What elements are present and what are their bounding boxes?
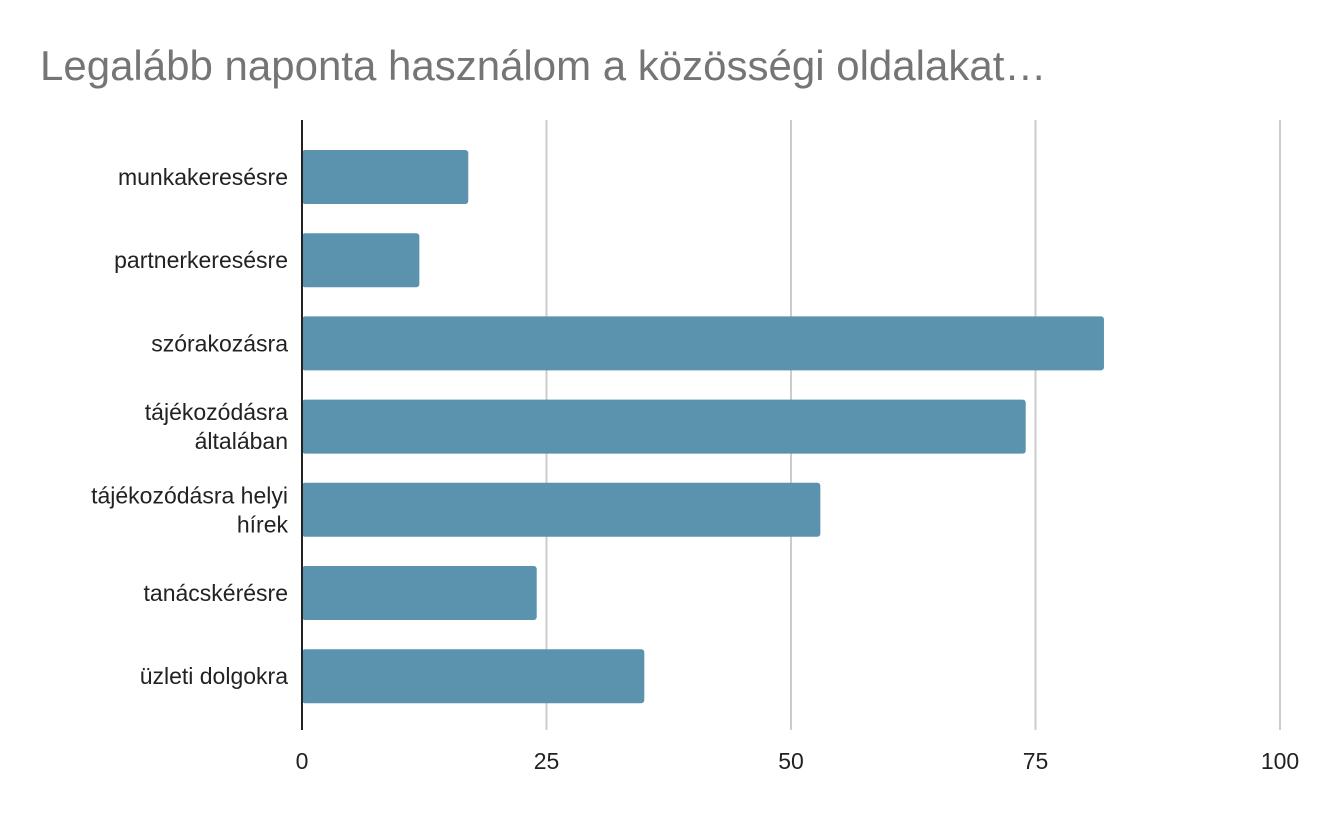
bar — [302, 482, 821, 537]
x-tick-label: 25 — [534, 748, 560, 774]
x-tick-label: 100 — [1261, 748, 1299, 774]
bar — [302, 566, 537, 620]
x-tick-labels: 0 25 50 75 100 — [296, 748, 1300, 774]
bar — [302, 150, 469, 204]
bar — [302, 649, 645, 704]
category-label: szórakozásra — [151, 330, 288, 356]
bar — [302, 399, 1026, 454]
category-labels: munkakeresésre partnerkeresésre szórakozás… — [91, 164, 288, 689]
bar — [302, 316, 1104, 371]
x-tick-label: 75 — [1023, 748, 1049, 774]
category-label: tájékozódásra általában — [145, 399, 288, 454]
bar — [302, 233, 420, 288]
category-label: tanácskérésre — [144, 580, 288, 606]
x-tick-label: 0 — [296, 748, 309, 774]
category-label: üzleti dolgokra — [140, 663, 289, 689]
category-label: munkakeresésre — [118, 164, 288, 190]
x-tick-label: 50 — [778, 748, 804, 774]
bars — [302, 150, 1104, 704]
category-label: tájékozódásra helyi hírek — [91, 482, 288, 537]
category-label: partnerkeresésre — [114, 247, 288, 273]
chart-title: Legalább naponta használom a közösségi o… — [40, 42, 1047, 89]
